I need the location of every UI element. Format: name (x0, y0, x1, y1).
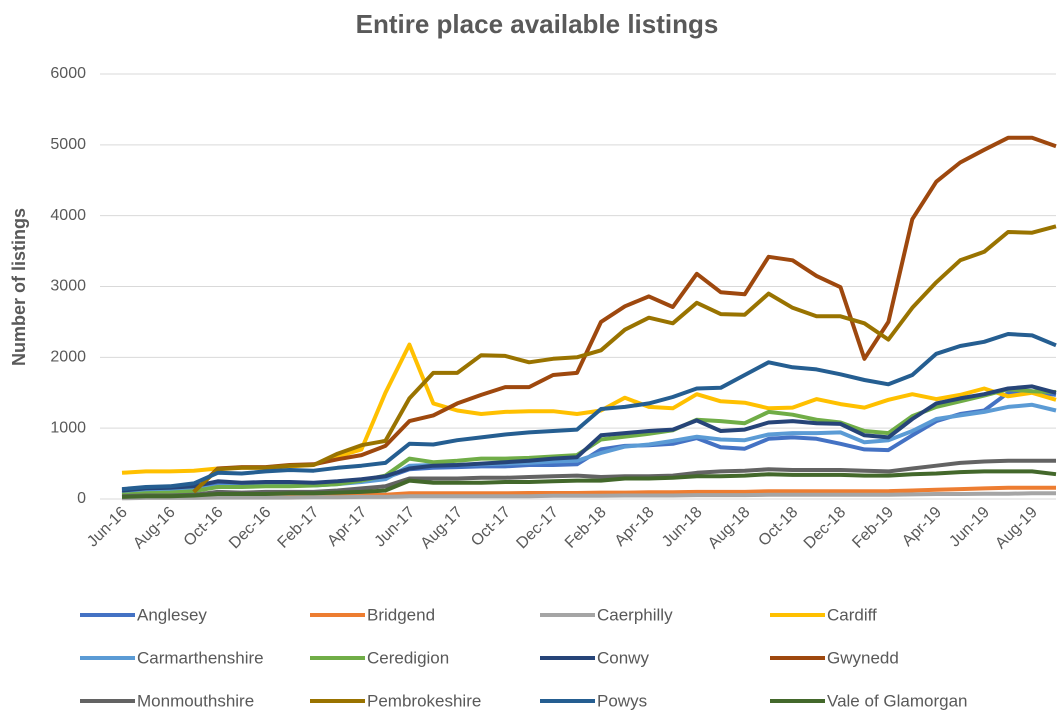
x-tick-label: Dec-16 (226, 504, 275, 553)
y-tick-label: 3000 (50, 278, 86, 295)
legend-label: Ceredigion (367, 648, 449, 667)
legend-label: Bridgend (367, 605, 435, 624)
x-tick-label: Feb-18 (562, 504, 610, 552)
line-series (121, 469, 1057, 499)
legend-label: Gwynedd (827, 648, 899, 667)
x-tick-label: Feb-19 (849, 504, 897, 552)
chart-title: Entire place available listings (356, 9, 719, 39)
y-axis-label: Number of listings (9, 208, 29, 366)
x-tick-label: Feb-17 (275, 504, 323, 552)
y-tick-label: 6000 (50, 65, 86, 82)
x-tick-label: Aug-19 (992, 504, 1041, 553)
legend-label: Powys (597, 691, 647, 710)
y-tick-label: 4000 (50, 207, 86, 224)
legend-label: Cardiff (827, 605, 877, 624)
x-tick-label: Aug-17 (418, 504, 467, 553)
legend-label: Anglesey (137, 605, 207, 624)
y-tick-label: 2000 (50, 349, 86, 366)
line-series (121, 342, 1057, 475)
x-tick-label: Apr-19 (899, 504, 945, 550)
x-tick-label: Apr-18 (612, 504, 658, 550)
y-tick-label: 1000 (50, 419, 86, 436)
x-tick-label: Aug-16 (130, 504, 179, 553)
line-series (121, 332, 1057, 492)
x-tick-label: Oct-18 (755, 504, 801, 550)
line-series (121, 384, 1057, 493)
legend-label: Monmouthshire (137, 691, 254, 710)
x-tick-label: Dec-17 (513, 504, 562, 553)
x-tick-label: Apr-17 (324, 504, 370, 550)
legend-label: Conwy (597, 648, 649, 667)
legend-label: Pembrokeshire (367, 691, 481, 710)
y-tick-label: 0 (77, 490, 86, 507)
x-tick-label: Jun-16 (84, 504, 131, 551)
x-tick-label: Jun-17 (372, 504, 419, 551)
x-tick-label: Jun-19 (946, 504, 993, 551)
line-series (192, 224, 1057, 494)
legend-label: Carmarthenshire (137, 648, 264, 667)
x-tick-label: Oct-17 (468, 504, 514, 550)
y-tick-label: 5000 (50, 136, 86, 153)
x-tick-label: Aug-18 (705, 504, 754, 553)
line-series (192, 135, 1057, 494)
legend-label: Caerphilly (597, 605, 673, 624)
legend-label: Vale of Glamorgan (827, 691, 967, 710)
x-tick-label: Oct-16 (181, 504, 227, 550)
x-tick-label: Dec-18 (801, 504, 850, 553)
x-tick-label: Jun-18 (659, 504, 706, 551)
line-series (121, 491, 1056, 501)
